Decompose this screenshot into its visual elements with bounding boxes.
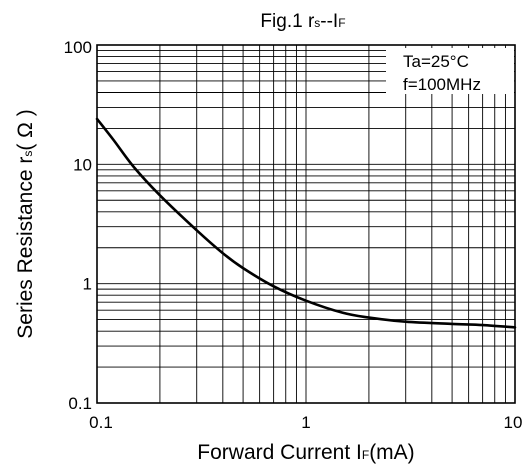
x-tick-label: 0.1 [89,413,113,432]
y-tick-label: 1 [83,275,92,294]
x-axis-label-sub: F [362,448,369,462]
y-tick-labels: 100 10 1 0.1 [64,38,92,413]
y-axis-label-unit: ( Ω ) [14,109,37,150]
x-tick-label: 10 [504,413,523,432]
chart-title-sub-s: s [314,16,320,30]
x-tick-label: 1 [301,413,310,432]
y-tick-label: 10 [73,155,92,174]
grid [97,45,515,403]
chart-title-dash: --I [320,11,338,32]
x-axis-label: Forward Current IF(mA) [197,441,414,464]
y-axis-label-sub: s [21,151,35,157]
legend-box [386,48,514,94]
y-tick-label: 100 [64,38,92,57]
legend-frequency: f=100MHz [403,75,481,94]
legend-temperature: Ta=25°C [403,52,469,71]
series-line [95,117,517,329]
y-tick-label: 0.1 [68,394,92,413]
x-axis-label-main: Forward Current I [197,441,362,464]
x-axis-label-unit: (mA) [369,441,415,464]
chart-title-sub-f: F [338,16,345,30]
x-tick-labels: 0.1 1 10 [89,413,522,432]
plot-frame [96,44,516,404]
y-axis-label-main: Series Resistance r [14,157,37,339]
chart-title: Fig.1 rs--IF [260,11,345,32]
chart-title-main: Fig.1 r [260,11,315,32]
y-axis-label: Series Resistance rs( Ω ) [14,109,37,338]
